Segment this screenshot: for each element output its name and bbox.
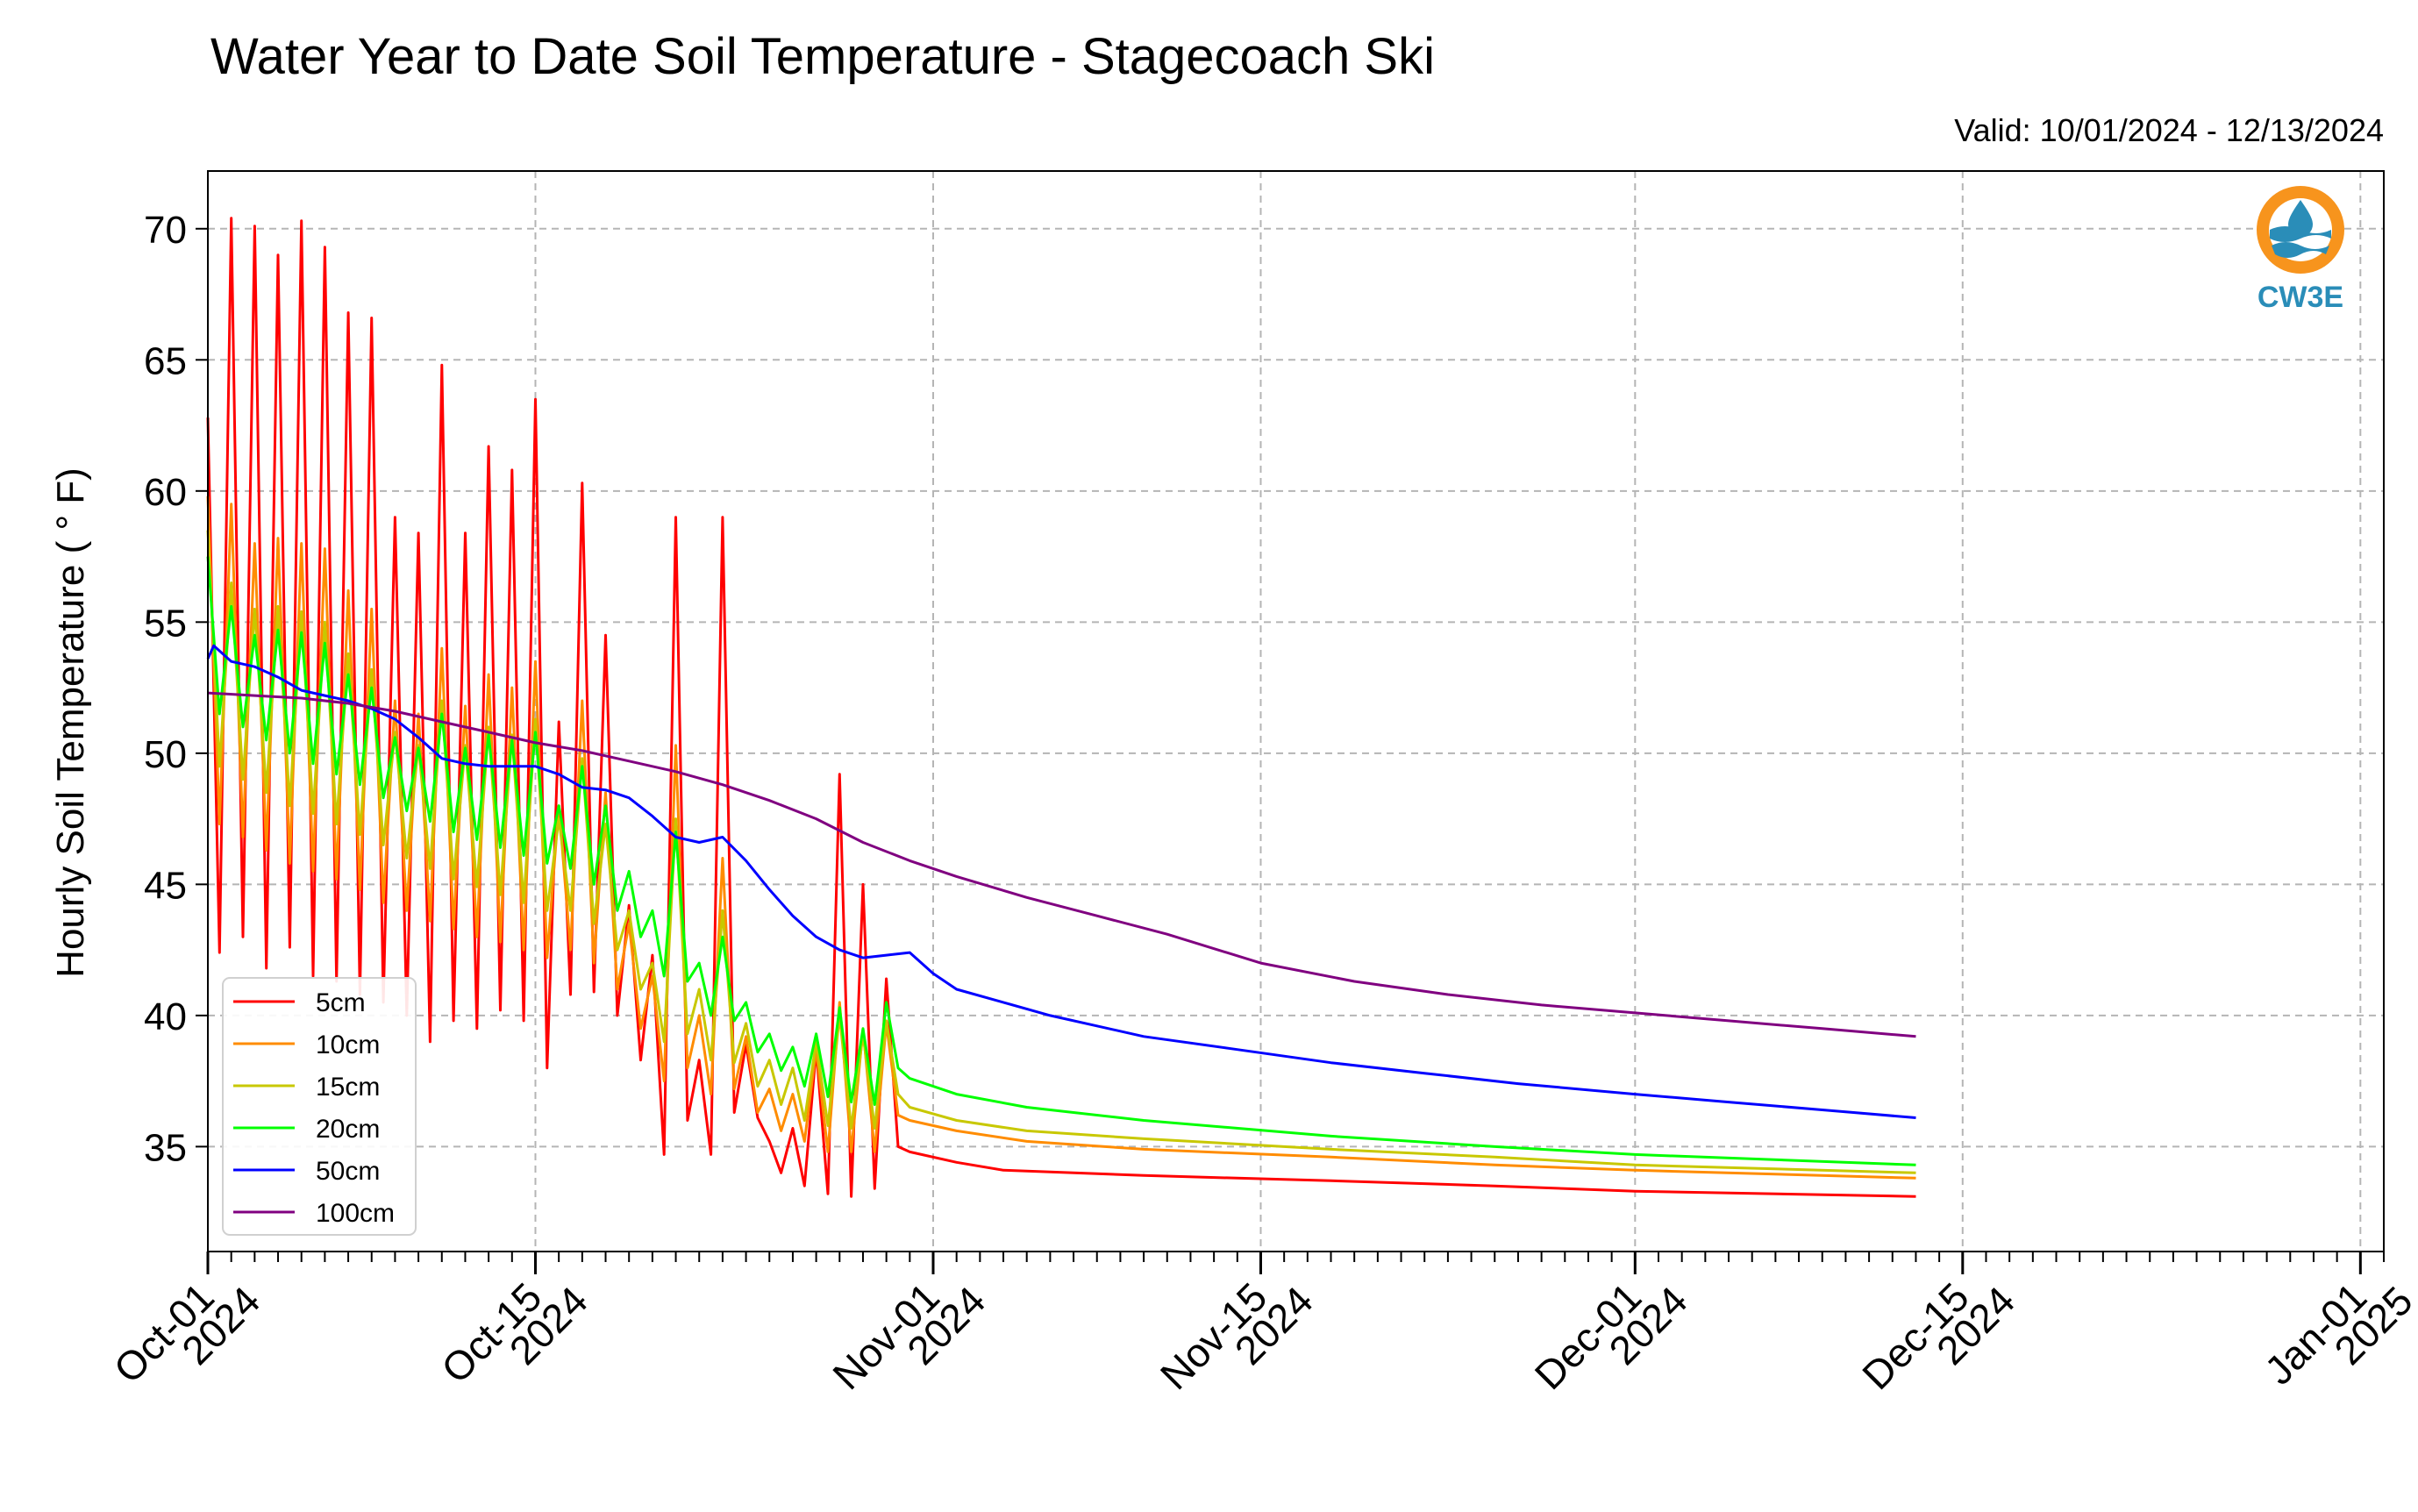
plot-frame — [207, 170, 2385, 1252]
y-tick-label-65: 65 — [144, 339, 187, 382]
series-line-5cm — [206, 217, 1916, 1198]
legend-items: 5cm 10cm 15cm 20cm 50cm 100cm — [233, 988, 395, 1228]
logo-text: CW3E — [2258, 281, 2343, 314]
cw3e-logo: CW3E — [2257, 186, 2344, 314]
chart-subtitle: Valid: 10/01/2024 - 12/13/2024 — [1954, 112, 2384, 148]
legend-label-20cm: 20cm — [316, 1115, 380, 1144]
legend-label-5cm: 5cm — [316, 988, 366, 1017]
y-tick-label-40: 40 — [144, 995, 187, 1038]
legend-label-15cm: 15cm — [316, 1073, 380, 1102]
legend-label-10cm: 10cm — [316, 1031, 380, 1059]
y-tick-label-55: 55 — [144, 602, 187, 645]
series-line-15cm — [206, 530, 1916, 1174]
legend-label-100cm: 100cm — [316, 1199, 395, 1228]
chart-title: Water Year to Date Soil Temperature - St… — [210, 28, 1435, 85]
series-line-100cm — [207, 691, 1916, 1038]
cw3e-logo-icon — [2257, 186, 2344, 274]
legend: 5cm 10cm 15cm 20cm 50cm 100cm — [222, 977, 417, 1236]
y-tick-label-60: 60 — [144, 471, 187, 514]
grid-lines — [207, 171, 2384, 1252]
y-tick-label-50: 50 — [144, 733, 187, 776]
logo-wave-2 — [2272, 242, 2329, 258]
series-line-20cm — [206, 556, 1916, 1166]
legend-label-50cm: 50cm — [316, 1157, 380, 1186]
y-axis-label: Hourly Soil Temperature ( ° F) — [49, 467, 92, 978]
y-tick-label-35: 35 — [144, 1126, 187, 1169]
logo-drop — [2288, 200, 2313, 237]
y-tick-label-45: 45 — [144, 864, 187, 907]
data-series — [206, 217, 1916, 1198]
y-tick-label-70: 70 — [144, 209, 187, 252]
